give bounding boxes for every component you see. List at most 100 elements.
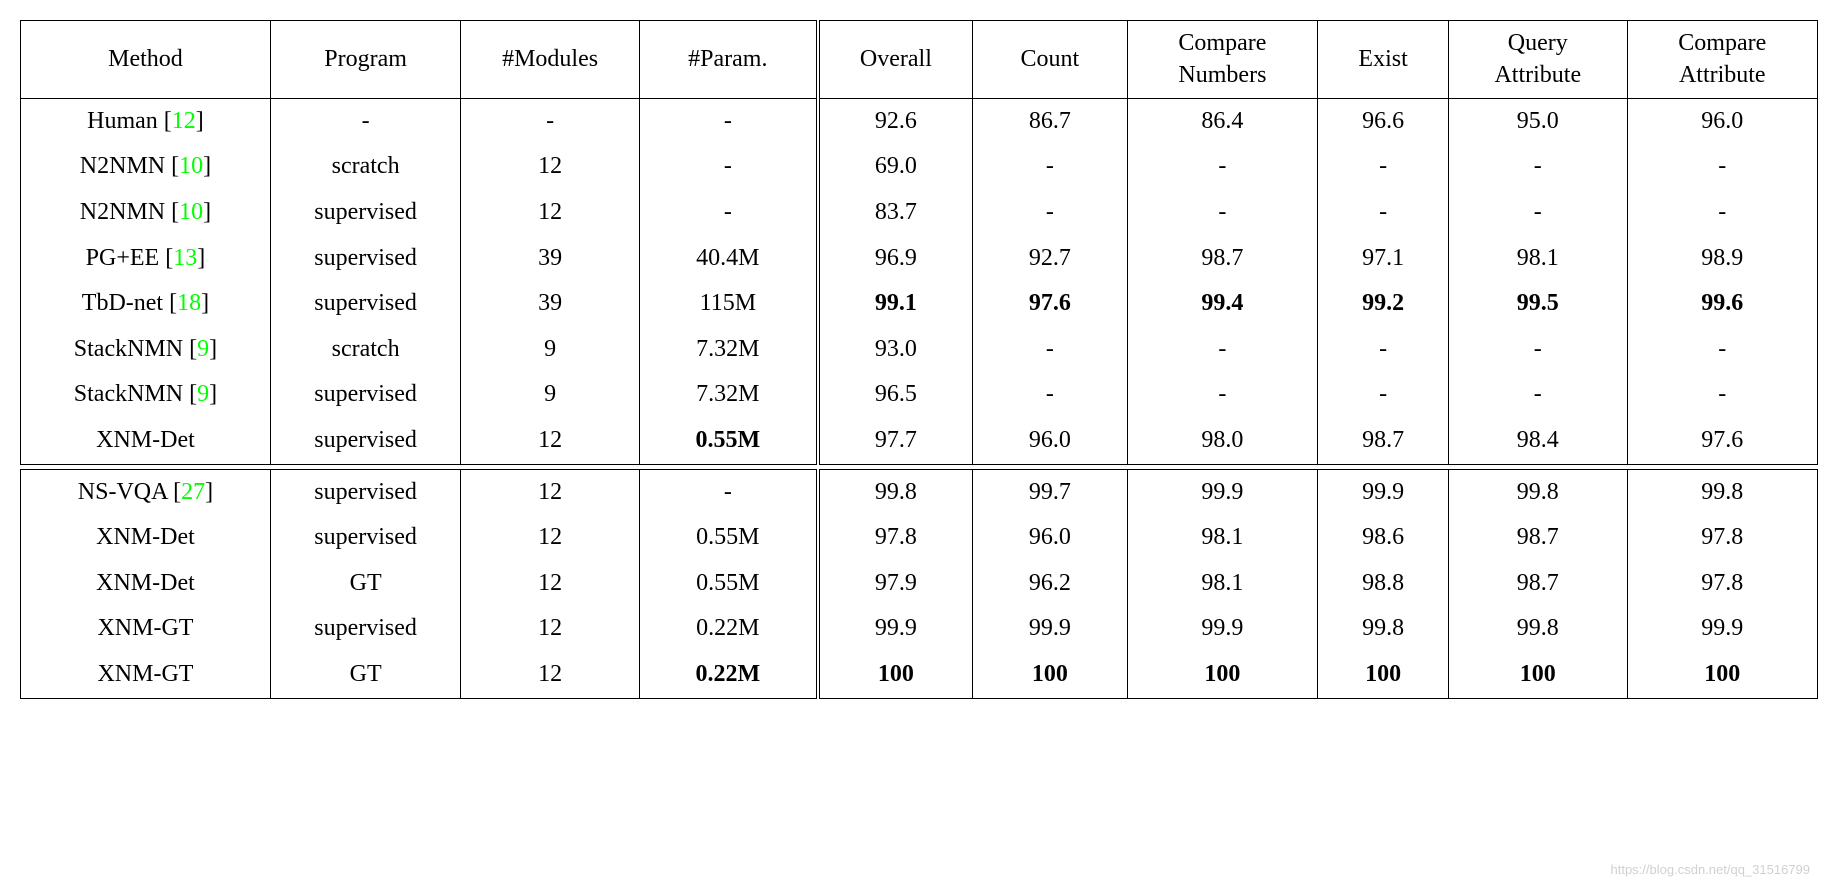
cell-exist: 99.9 [1318, 469, 1449, 515]
table-row: N2NMN [10]supervised12-83.7----- [21, 190, 1818, 236]
cell-count: 92.7 [973, 236, 1128, 282]
cell-q_attr: - [1449, 190, 1628, 236]
value: - [1534, 381, 1542, 407]
cell-program: scratch [270, 144, 460, 190]
cell-cmp_num: - [1127, 144, 1317, 190]
cell-program: GT [270, 561, 460, 607]
method-name: XNM-GT [97, 615, 193, 641]
value: 12 [538, 661, 562, 687]
cell-exist: 99.2 [1318, 281, 1449, 327]
method-name: N2NMN [80, 153, 165, 179]
table-row: Human [12]---92.686.786.496.695.096.0 [21, 98, 1818, 144]
value: 97.7 [875, 427, 917, 453]
value: 99.1 [875, 290, 917, 316]
table-row: PG+EE [13]supervised3940.4M96.992.798.79… [21, 236, 1818, 282]
cell-overall: 97.7 [818, 418, 973, 464]
value: 98.7 [1201, 245, 1243, 271]
method-name: XNM-Det [96, 524, 195, 550]
cell-cmp_num: - [1127, 190, 1317, 236]
value: - [1379, 153, 1387, 179]
cell-cmp_num: 98.1 [1127, 515, 1317, 561]
value: 100 [878, 661, 914, 687]
value: 69.0 [875, 153, 917, 179]
value: - [1046, 153, 1054, 179]
table-row: XNM-DetGT120.55M97.996.298.198.898.797.8 [21, 561, 1818, 607]
value: 93.0 [875, 336, 917, 362]
cell-count: 99.7 [973, 469, 1128, 515]
cell-program: supervised [270, 236, 460, 282]
table-row: XNM-Detsupervised120.55M97.796.098.098.7… [21, 418, 1818, 464]
cell-method: XNM-GT [21, 606, 271, 652]
value: 98.6 [1362, 524, 1404, 550]
value: - [1718, 199, 1726, 225]
cell-overall: 99.1 [818, 281, 973, 327]
cell-overall: 92.6 [818, 98, 973, 144]
cell-count: - [973, 190, 1128, 236]
cell-q_attr: 95.0 [1449, 98, 1628, 144]
value: 40.4M [696, 245, 759, 271]
value: 86.7 [1029, 108, 1071, 134]
value: - [1046, 336, 1054, 362]
value: 97.6 [1029, 290, 1071, 316]
col-program: Program [270, 21, 460, 99]
cell-cmp_num: 99.9 [1127, 469, 1317, 515]
col-compare-attr-l1: Compare [1678, 30, 1766, 56]
cell-count: 100 [973, 652, 1128, 698]
value: 99.8 [1517, 615, 1559, 641]
citation: 13 [173, 245, 197, 271]
value: - [1718, 336, 1726, 362]
cell-overall: 97.8 [818, 515, 973, 561]
cell-modules: 39 [461, 281, 640, 327]
cell-modules: 39 [461, 236, 640, 282]
method-name: XNM-Det [96, 427, 195, 453]
citation: 27 [181, 479, 205, 505]
cell-param: - [639, 190, 818, 236]
cell-c_attr: 98.9 [1627, 236, 1817, 282]
value: 99.8 [875, 479, 917, 505]
cell-q_attr: - [1449, 327, 1628, 373]
value: 100 [1365, 661, 1401, 687]
cell-c_attr: 99.9 [1627, 606, 1817, 652]
value: 83.7 [875, 199, 917, 225]
method-name: StackNMN [74, 381, 183, 407]
citation: 18 [177, 290, 201, 316]
cell-param: 7.32M [639, 372, 818, 418]
cell-count: 96.0 [973, 515, 1128, 561]
value: 96.0 [1701, 108, 1743, 134]
value: GT [350, 661, 382, 687]
cell-cmp_num: 99.9 [1127, 606, 1317, 652]
table-row: NS-VQA [27]supervised12-99.899.799.999.9… [21, 469, 1818, 515]
cell-modules: - [461, 98, 640, 144]
value: 7.32M [696, 381, 759, 407]
value: - [724, 108, 732, 134]
cell-param: 7.32M [639, 327, 818, 373]
col-query-attribute: Query Attribute [1449, 21, 1628, 99]
value: - [1046, 199, 1054, 225]
cell-overall: 69.0 [818, 144, 973, 190]
method-name: XNM-GT [97, 661, 193, 687]
value: 97.8 [875, 524, 917, 550]
cell-param: - [639, 98, 818, 144]
cell-method: XNM-Det [21, 515, 271, 561]
col-query-attr-l1: Query [1508, 30, 1568, 56]
value: GT [350, 570, 382, 596]
col-compare-attr-l2: Attribute [1679, 62, 1766, 88]
table-row: StackNMN [9]supervised97.32M96.5----- [21, 372, 1818, 418]
value: 7.32M [696, 336, 759, 362]
cell-cmp_num: 100 [1127, 652, 1317, 698]
cell-program: supervised [270, 372, 460, 418]
cell-q_attr: 99.8 [1449, 469, 1628, 515]
value: 12 [538, 427, 562, 453]
cell-c_attr: 100 [1627, 652, 1817, 698]
cell-method: PG+EE [13] [21, 236, 271, 282]
value: supervised [314, 290, 417, 316]
value: 0.55M [696, 524, 759, 550]
value: 12 [538, 153, 562, 179]
value: - [1379, 336, 1387, 362]
table-row: StackNMN [9]scratch97.32M93.0----- [21, 327, 1818, 373]
cell-q_attr: 98.1 [1449, 236, 1628, 282]
method-name: XNM-Det [96, 570, 195, 596]
method-name: NS-VQA [78, 479, 167, 505]
value: - [1718, 381, 1726, 407]
value: 98.0 [1201, 427, 1243, 453]
